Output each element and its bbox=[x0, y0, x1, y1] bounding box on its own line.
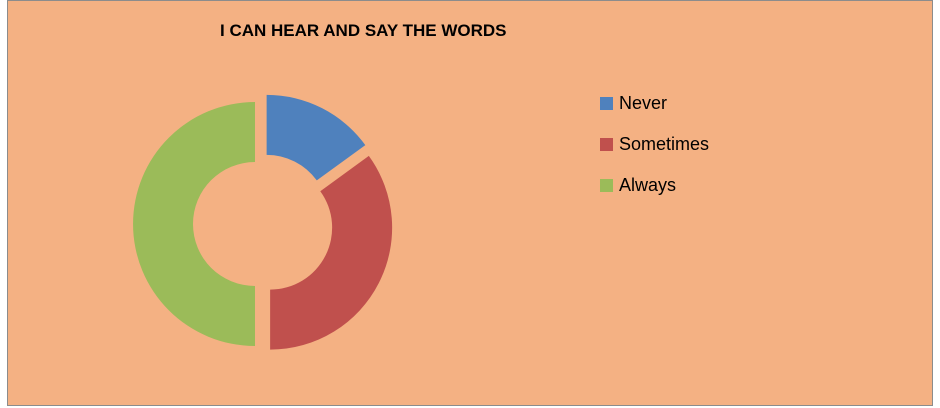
legend-swatch bbox=[600, 97, 613, 110]
donut-slice-always bbox=[133, 102, 255, 346]
legend-item-sometimes: Sometimes bbox=[600, 124, 709, 165]
chart-title: I CAN HEAR AND SAY THE WORDS bbox=[220, 21, 507, 40]
legend-swatch bbox=[600, 138, 613, 151]
chart-area: I CAN HEAR AND SAY THE WORDS Never Someti… bbox=[7, 0, 933, 406]
donut-slice-sometimes bbox=[270, 155, 393, 350]
legend-item-never: Never bbox=[600, 83, 709, 124]
legend-label: Sometimes bbox=[619, 134, 710, 154]
legend-item-always: Always bbox=[600, 165, 709, 206]
donut-chart bbox=[133, 94, 393, 350]
legend-label: Never bbox=[619, 93, 668, 113]
donut-slice-never bbox=[266, 94, 366, 181]
legend-swatch bbox=[600, 179, 613, 192]
legend-label: Always bbox=[619, 175, 677, 195]
chart-legend: Never Sometimes Always bbox=[600, 83, 709, 206]
